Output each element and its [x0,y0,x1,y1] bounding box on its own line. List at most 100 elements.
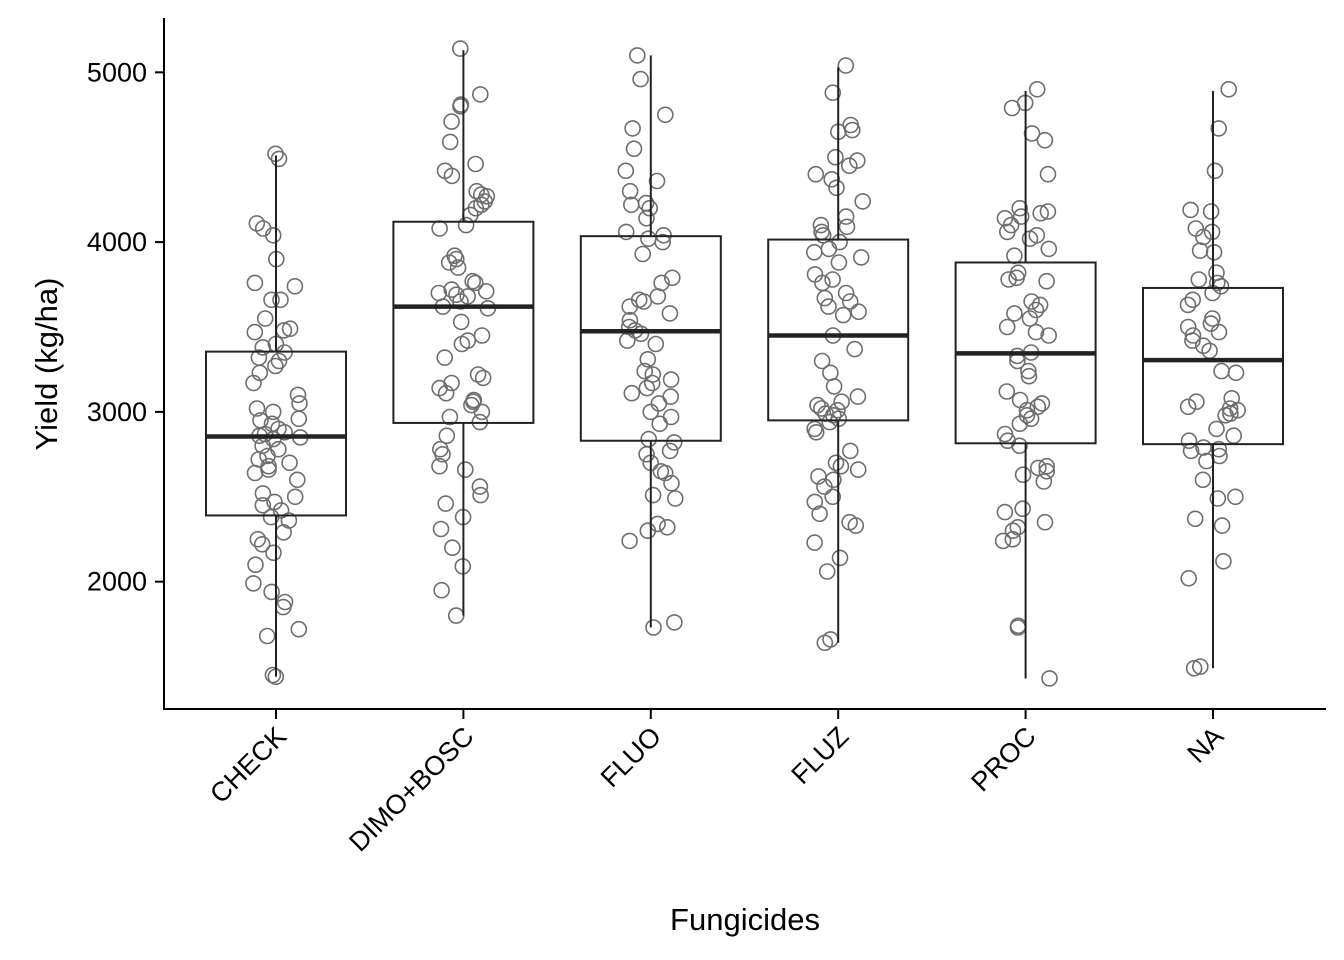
y-axis-ticks: 2000 3000 4000 5000 [87,57,164,597]
data-point [663,269,681,287]
data-point [471,478,489,495]
data-point [467,155,484,173]
data-point [274,598,292,616]
data-point [1006,305,1023,322]
iqr-box [1142,286,1284,446]
data-point [457,216,475,234]
data-point [1039,165,1057,183]
data-point [1023,293,1040,310]
data-point [1215,552,1232,570]
data-point [1041,670,1058,687]
y-tick-label: 5000 [87,57,147,87]
data-point [286,277,304,295]
data-point [645,619,662,636]
data-point [807,423,825,441]
data-point [453,335,471,353]
data-point [832,457,850,475]
data-point [270,352,288,370]
data-point [1011,415,1029,433]
data-point [1000,271,1017,288]
data-point [824,271,841,288]
data-point [477,282,495,300]
data-point [1008,347,1026,365]
data-point [650,395,668,412]
data-point [622,196,640,214]
data-point [466,274,484,292]
data-point [827,454,845,472]
data-point [267,357,284,375]
data-point [632,70,649,88]
data-point [825,378,843,395]
data-point [1210,120,1227,137]
data-point [1027,301,1045,319]
data-point [651,415,669,433]
data-point [270,150,288,168]
data-point [1186,510,1204,528]
data-point [999,432,1017,450]
data-point [260,461,277,478]
data-point [994,532,1012,550]
data-point [264,666,282,684]
data-point [1209,490,1227,507]
y-tick-label: 2000 [87,567,147,597]
data-point [1003,99,1021,117]
data-point [639,350,657,368]
data-point [1188,393,1205,411]
data-point [1182,201,1199,219]
data-point [816,478,833,495]
box-fluz [767,67,910,643]
data-point [654,233,672,251]
x-tick-label: FLUO [595,721,667,793]
data-point [254,485,272,502]
data-point [621,298,639,315]
data-point [628,47,646,64]
data-point [1038,462,1056,480]
data-point [814,227,832,244]
data-point [852,249,870,266]
data-point [1040,240,1058,258]
data-point [635,293,653,310]
data-point [443,281,461,298]
data-point [437,384,455,402]
box-proc [954,91,1097,679]
data-point [831,233,848,251]
data-point [263,583,280,601]
data-point [831,549,849,567]
data-point [264,227,282,244]
iqr-box [579,235,722,442]
data-point [434,445,451,463]
data-point [1033,395,1051,412]
data-point [249,530,267,548]
data-point [254,496,272,514]
data-point [830,254,848,271]
data-point [623,384,641,402]
data-point [644,486,662,504]
data-point [464,393,482,411]
data-point [656,106,674,124]
data-point [1179,398,1197,416]
data-point [431,457,448,475]
data-point [464,272,482,290]
data-point [665,434,683,451]
data-point [1223,389,1240,407]
data-point [264,403,282,421]
box-check [205,155,347,677]
data-point [638,445,655,463]
data-point [1038,457,1055,475]
data-point [816,634,834,652]
data-point [1210,323,1228,341]
data-point [632,325,650,343]
data-point [440,254,458,271]
data-point [290,620,308,638]
data-point [640,230,657,247]
data-point [1006,247,1023,264]
data-point [266,493,283,511]
data-point [639,522,657,540]
data-point [820,298,837,315]
data-point [456,461,474,478]
data-point [1184,291,1201,309]
data-point [625,140,643,157]
data-point [621,182,639,200]
data-point [1210,440,1228,458]
data-point [820,240,838,258]
